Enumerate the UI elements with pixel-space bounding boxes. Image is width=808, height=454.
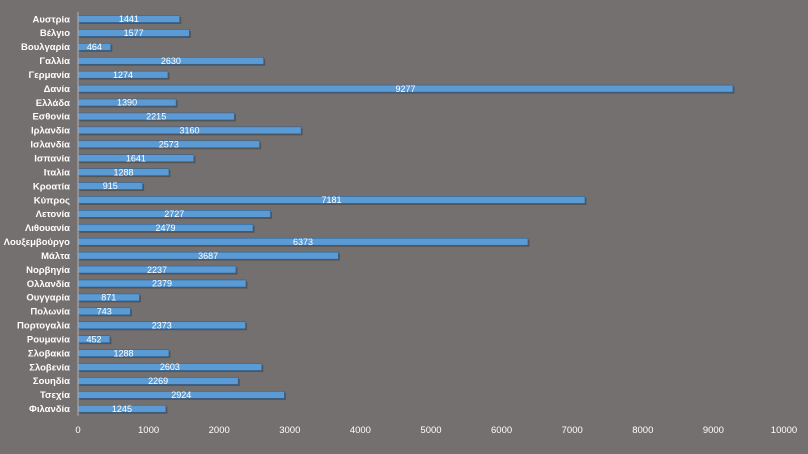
value-label: 2630 [161, 56, 181, 66]
value-label: 2373 [152, 320, 172, 330]
value-label: 1390 [117, 98, 137, 108]
value-label: 2479 [155, 223, 175, 233]
category-label: Ολλανδία [27, 279, 70, 290]
bars-layer [77, 15, 735, 414]
value-label: 2727 [164, 209, 184, 219]
x-axis-ticks: 0 1000 2000 3000 4000 5000 6000 7000 8000 9000 100… [75, 425, 797, 436]
category-label: Φιλανδία [29, 404, 70, 415]
category-label: Ισλανδία [30, 140, 70, 151]
value-label: 9277 [395, 84, 415, 94]
value-label: 1441 [119, 14, 139, 24]
x-tick-label: 4000 [350, 425, 371, 436]
value-label: 743 [97, 307, 112, 317]
value-label: 2573 [159, 139, 179, 149]
category-label: Μάλτα [41, 251, 70, 262]
value-label: 2603 [160, 362, 180, 372]
category-label: Ουγγαρία [26, 293, 70, 304]
category-label: Λετονία [36, 209, 71, 220]
x-tick-label: 9000 [703, 425, 724, 436]
category-label: Γαλλία [39, 56, 70, 67]
category-label: Ισπανία [34, 154, 70, 165]
value-label: 2269 [148, 376, 168, 386]
category-label: Ελλάδα [36, 98, 70, 109]
x-tick-label: 8000 [632, 425, 653, 436]
category-label: Ιταλία [44, 167, 70, 178]
value-label: 2924 [171, 390, 191, 400]
value-label: 3687 [198, 251, 218, 261]
category-label: Λουξεμβούργο [4, 237, 71, 248]
x-tick-label: 6000 [491, 425, 512, 436]
value-label: 1288 [113, 167, 133, 177]
value-label: 3160 [180, 126, 200, 136]
value-label: 1288 [113, 348, 133, 358]
category-labels: Αυστρία Βέλγιο Βουλγαρία Γαλλία Γερμανία Δανί… [4, 14, 71, 415]
category-label: Κύπρος [34, 195, 70, 206]
x-tick-label: 0 [75, 425, 80, 436]
category-label: Ιρλανδία [31, 126, 70, 137]
x-tick-label: 2000 [209, 425, 230, 436]
value-label: 1274 [113, 70, 133, 80]
value-label: 1641 [126, 153, 146, 163]
value-label: 2215 [146, 112, 166, 122]
category-label: Σλοβακία [28, 348, 70, 359]
category-label: Νορβηγία [26, 265, 70, 276]
category-label: Δανία [44, 84, 71, 95]
value-label: 452 [86, 334, 101, 344]
x-tick-label: 7000 [562, 425, 583, 436]
value-label: 2379 [152, 279, 172, 289]
value-label: 7181 [321, 195, 341, 205]
value-label: 915 [103, 181, 118, 191]
category-label: Κροατία [33, 181, 70, 192]
value-label: 1577 [124, 28, 144, 38]
category-label: Πορτογαλία [17, 321, 70, 332]
x-tick-label: 5000 [420, 425, 441, 436]
category-label: Εσθονία [32, 112, 70, 123]
value-label: 6373 [293, 237, 313, 247]
category-label: Ρουμανία [27, 334, 70, 345]
category-label: Αυστρία [33, 14, 71, 25]
value-label: 464 [87, 42, 102, 52]
value-label: 2237 [147, 265, 167, 275]
category-label: Γερμανία [28, 70, 70, 81]
category-label: Σουηδία [33, 376, 70, 387]
category-label: Πολωνία [30, 307, 70, 318]
category-label: Βουλγαρία [21, 42, 70, 53]
category-label: Σλοβενία [29, 362, 70, 373]
x-tick-label: 3000 [279, 425, 300, 436]
category-label: Βέλγιο [40, 28, 70, 39]
category-label: Λιθουανία [25, 223, 70, 234]
x-tick-label: 1000 [138, 425, 159, 436]
value-label: 1245 [112, 404, 132, 414]
x-tick-label: 10000 [771, 425, 797, 436]
value-label: 871 [101, 293, 116, 303]
category-label: Τσεχία [40, 390, 70, 401]
